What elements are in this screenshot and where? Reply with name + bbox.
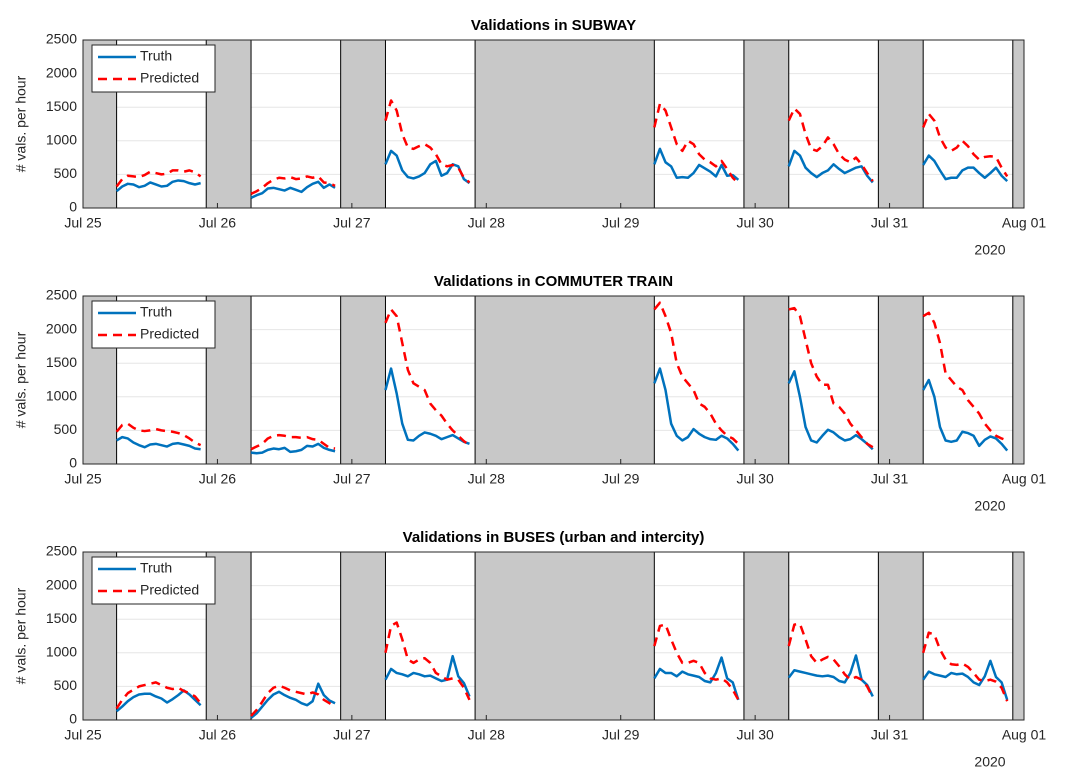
x-tick-label: Jul 26 [199, 727, 237, 743]
y-tick-label: 500 [54, 421, 78, 437]
axes-box [82, 295, 1025, 465]
closure-band [340, 551, 386, 721]
x-tick-label: Jul 27 [333, 471, 371, 487]
y-tick-label: 2000 [46, 320, 77, 336]
closure-band [877, 295, 924, 465]
axes-box [82, 551, 1025, 721]
x-tick-label: Aug 01 [1002, 215, 1047, 231]
closure-band [877, 39, 924, 209]
y-tick-label: 2500 [46, 31, 77, 47]
closure-band [1012, 39, 1025, 209]
series-line [115, 99, 1009, 196]
y-tick-label: 2000 [46, 64, 77, 80]
x-tick-label: Jul 31 [871, 471, 909, 487]
x-tick-label: Jul 28 [468, 471, 506, 487]
axes-box [82, 39, 1025, 209]
y-axis-label: # vals. per hour [13, 587, 29, 684]
closure-band [743, 295, 790, 465]
y-tick-label: 0 [69, 199, 77, 215]
x-tick-label: Jul 28 [468, 727, 506, 743]
legend-label: Predicted [140, 70, 199, 86]
x-tick-label: Jul 29 [602, 727, 640, 743]
closure-band [474, 551, 655, 721]
y-axis-label: # vals. per hour [13, 331, 29, 428]
legend-label: Predicted [140, 326, 199, 342]
chart-title: Validations in SUBWAY [471, 17, 636, 34]
series-line [115, 367, 1009, 455]
y-tick-label: 2000 [46, 576, 77, 592]
series-line [115, 147, 1009, 200]
legend-box [91, 44, 216, 93]
x-tick-label: Aug 01 [1002, 471, 1047, 487]
legend-box [91, 300, 216, 349]
year-label: 2020 [974, 242, 1005, 258]
series-line [115, 301, 1008, 451]
x-tick-label: Jul 30 [736, 471, 774, 487]
y-tick-label: 1000 [46, 644, 77, 660]
y-tick-label: 0 [69, 455, 77, 471]
y-tick-label: 2500 [46, 287, 77, 303]
series-line [115, 654, 1009, 719]
chart-title: Validations in COMMUTER TRAIN [434, 273, 673, 290]
y-axis-label: # vals. per hour [13, 75, 29, 172]
x-tick-label: Aug 01 [1002, 727, 1047, 743]
y-tick-label: 1000 [46, 132, 77, 148]
x-tick-label: Jul 25 [64, 471, 102, 487]
x-tick-label: Jul 27 [333, 727, 371, 743]
x-tick-label: Jul 31 [871, 727, 909, 743]
y-tick-label: 500 [54, 165, 78, 181]
x-tick-label: Jul 30 [736, 215, 774, 231]
x-tick-label: Jul 29 [602, 471, 640, 487]
y-tick-label: 0 [69, 711, 77, 727]
closure-band [877, 551, 924, 721]
legend-label: Predicted [140, 582, 199, 598]
chart-title: Validations in BUSES (urban and intercit… [403, 529, 705, 546]
closure-band [743, 551, 790, 721]
x-tick-label: Jul 26 [199, 215, 237, 231]
legend-label: Truth [140, 48, 172, 64]
closure-band [1012, 551, 1025, 721]
y-tick-label: 2500 [46, 543, 77, 559]
x-tick-label: Jul 29 [602, 215, 640, 231]
x-tick-label: Jul 25 [64, 215, 102, 231]
closure-band [743, 39, 790, 209]
x-tick-label: Jul 25 [64, 727, 102, 743]
y-tick-label: 1000 [46, 388, 77, 404]
closure-band [340, 39, 386, 209]
legend-box [91, 556, 216, 605]
closure-band [474, 39, 655, 209]
y-tick-label: 1500 [46, 354, 77, 370]
x-tick-label: Jul 26 [199, 471, 237, 487]
year-label: 2020 [974, 498, 1005, 514]
closure-band [1012, 295, 1025, 465]
y-tick-label: 1500 [46, 98, 77, 114]
closure-band [340, 295, 386, 465]
y-tick-label: 500 [54, 677, 78, 693]
legend-label: Truth [140, 560, 172, 576]
y-tick-label: 1500 [46, 610, 77, 626]
year-label: 2020 [974, 754, 1005, 770]
x-tick-label: Jul 27 [333, 215, 371, 231]
legend-label: Truth [140, 304, 172, 320]
series-line [115, 621, 1009, 717]
x-tick-label: Jul 31 [871, 215, 909, 231]
closure-band [474, 295, 655, 465]
x-tick-label: Jul 30 [736, 727, 774, 743]
x-tick-label: Jul 28 [468, 215, 506, 231]
